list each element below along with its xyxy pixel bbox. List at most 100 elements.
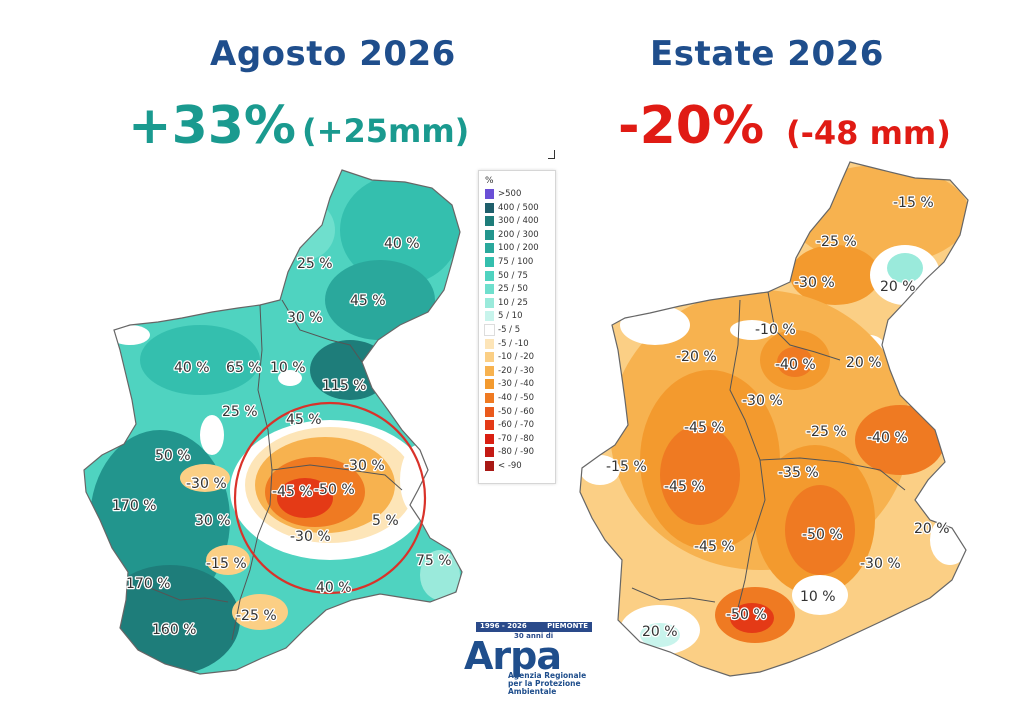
- legend: % >500 400 / 500 300 / 400 200 / 300 100 / 2…: [478, 170, 556, 484]
- logo-wordmark: Arpa: [464, 634, 562, 678]
- right-map-label: -25 %: [816, 234, 857, 250]
- right-map-label: 20 %: [914, 521, 950, 537]
- logo-band-region: PIEMONTE: [547, 622, 588, 630]
- legend-item: 75 / 100: [485, 257, 533, 267]
- logo-band: 1996 - 2026 PIEMONTE: [476, 622, 592, 632]
- legend-label: -20 / -30: [498, 365, 535, 376]
- legend-label: 400 / 500: [498, 202, 539, 213]
- legend-label: 300 / 400: [498, 216, 539, 227]
- left-map-label: 40 %: [316, 580, 352, 596]
- right-map-label: -40 %: [775, 357, 816, 373]
- legend-item: -40 / -50: [485, 393, 534, 403]
- left-province-borders: [149, 299, 403, 641]
- legend-label: -50 / -60: [498, 406, 535, 417]
- legend-label: 75 / 100: [498, 257, 534, 267]
- legend-item: -5 / -10: [485, 338, 529, 349]
- left-map-label: -15 %: [206, 556, 247, 572]
- legend-swatch: [485, 379, 494, 390]
- right-headline-mm: (-48 mm): [786, 114, 951, 152]
- legend-swatch: [485, 311, 494, 322]
- legend-swatch: [485, 461, 494, 471]
- right-headline: -20%: [618, 96, 765, 156]
- left-map-label: 45 %: [286, 412, 322, 428]
- left-map-label: -30 %: [344, 458, 385, 474]
- legend-label: -10 / -20: [498, 352, 535, 363]
- legend-item: -60 / -70: [485, 420, 535, 431]
- legend-label: 10 / 25: [498, 297, 528, 308]
- legend-swatch: [485, 202, 494, 213]
- legend-item: 300 / 400: [485, 216, 539, 227]
- left-headline-mm: (+25mm): [302, 112, 470, 150]
- left-map-label: 25 %: [222, 404, 258, 420]
- left-title: Agosto 2026: [210, 34, 456, 74]
- left-map-label: 75 %: [416, 553, 452, 569]
- legend-swatch: [485, 420, 494, 431]
- left-map-label: 10 %: [270, 360, 306, 376]
- left-map-label: 40 %: [384, 236, 420, 252]
- legend-swatch: [485, 243, 494, 254]
- legend-swatch: [485, 406, 494, 417]
- legend-item: >500: [485, 189, 521, 199]
- legend-item: -10 / -20: [485, 352, 535, 363]
- right-map-label: -30 %: [742, 393, 783, 409]
- left-region-border: [83, 169, 463, 675]
- left-headline: +33%: [128, 96, 297, 156]
- left-map-label: 50 %: [155, 448, 191, 464]
- legend-item: 5 / 10: [485, 311, 523, 322]
- legend-item: < -90: [485, 461, 522, 471]
- legend-swatch: [485, 352, 494, 363]
- right-map: [580, 162, 968, 676]
- legend-swatch: [484, 324, 495, 336]
- legend-label: -80 / -90: [498, 447, 535, 458]
- legend-swatch: [485, 338, 494, 349]
- legend-label: 25 / 50: [498, 284, 528, 295]
- legend-label: < -90: [498, 461, 522, 471]
- right-map-label: -10 %: [755, 322, 796, 338]
- arpa-logo: 1996 - 2026 PIEMONTE 30 anni di Arpa Age…: [464, 622, 596, 696]
- legend-label: -5 / -10: [498, 338, 529, 349]
- left-map-label: 115 %: [322, 378, 366, 394]
- legend-item: -20 / -30: [485, 365, 535, 376]
- left-map-label: 5 %: [372, 513, 399, 529]
- legend-swatch: [485, 270, 494, 281]
- left-map-label: 40 %: [174, 360, 210, 376]
- legend-swatch: [485, 189, 494, 199]
- legend-label: -30 / -40: [498, 379, 535, 390]
- legend-swatch: [485, 447, 494, 458]
- right-title: Estate 2026: [650, 34, 884, 74]
- right-region-border: [579, 161, 969, 677]
- legend-swatch: [485, 216, 494, 227]
- left-map-label: -25 %: [236, 608, 277, 624]
- left-map-labels: 40 % 25 % 45 % 30 % 40 % 65 % 10 % 115 % 25 % 45 …: [111, 235, 453, 640]
- legend-label: -40 / -50: [498, 393, 535, 403]
- left-map-label: 45 %: [350, 293, 386, 309]
- right-map-label: -45 %: [694, 539, 735, 555]
- left-map-label: 25 %: [297, 256, 333, 272]
- legend-swatch: [485, 297, 494, 308]
- legend-item: -30 / -40: [485, 379, 535, 390]
- legend-swatch: [485, 284, 494, 295]
- left-map-label: 170 %: [126, 576, 170, 592]
- left-map-label: 30 %: [195, 513, 231, 529]
- right-map-label: 10 %: [800, 589, 836, 605]
- right-map-label: -45 %: [684, 420, 725, 436]
- legend-label: 5 / 10: [498, 311, 523, 322]
- legend-unit: %: [485, 176, 494, 186]
- legend-item: -5 / 5: [484, 324, 520, 336]
- right-map-label: -20 %: [676, 349, 717, 365]
- logo-subtitle: Agenzia Regionale per la Protezione Ambi…: [508, 672, 596, 696]
- legend-item: -80 / -90: [485, 447, 535, 458]
- right-map-label: -50 %: [726, 607, 767, 623]
- logo-anniversary: 30 anni di: [514, 632, 554, 640]
- right-map-labels: -15 % -25 % -30 % 20 % -10 % -20 % -40 % 20 % -3…: [605, 194, 951, 642]
- legend-swatch: [485, 365, 494, 376]
- legend-item: 200 / 300: [485, 229, 539, 240]
- right-map-label: -35 %: [778, 465, 819, 481]
- right-map-label: -30 %: [794, 275, 835, 291]
- right-map-label: -15 %: [893, 195, 934, 211]
- legend-label: -60 / -70: [498, 420, 535, 431]
- right-province-borders: [631, 291, 906, 621]
- left-map-label: 170 %: [112, 498, 156, 514]
- left-map-label: -45 %: [272, 484, 313, 500]
- legend-item: 100 / 200: [485, 243, 539, 254]
